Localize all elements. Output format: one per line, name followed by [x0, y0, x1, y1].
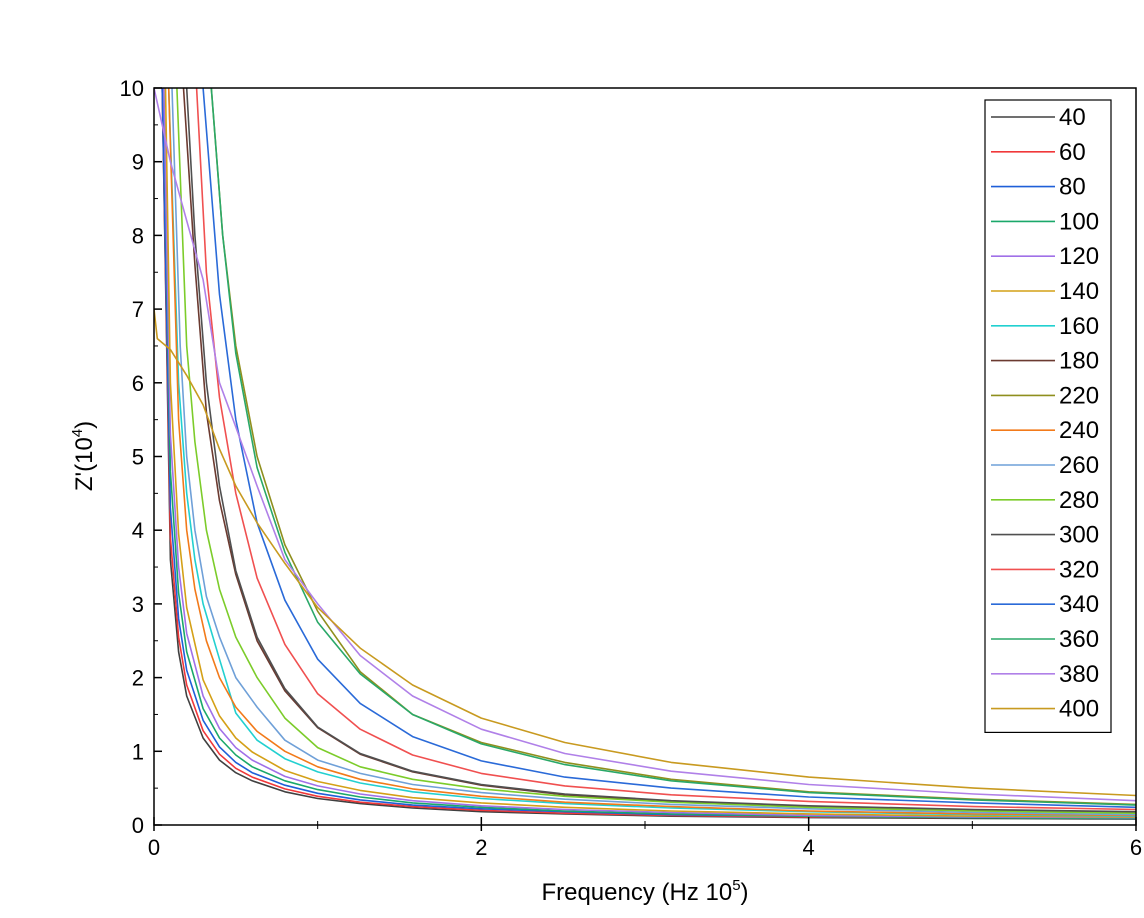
x-axis-title: Frequency (Hz 105) — [541, 877, 748, 906]
legend-label-260: 260 — [1059, 452, 1099, 479]
y-tick-label: 6 — [132, 371, 144, 396]
series-line-120 — [163, 88, 1136, 819]
legend-label-400: 400 — [1059, 696, 1099, 723]
x-axis-title-sup: 5 — [732, 877, 740, 894]
y-tick-label: 1 — [132, 739, 144, 764]
series-line-320 — [195, 88, 1136, 811]
series-line-300 — [185, 88, 1136, 813]
y-tick-label: 4 — [132, 518, 144, 543]
legend-label-180: 180 — [1059, 348, 1099, 375]
legend-label-100: 100 — [1059, 208, 1099, 235]
legend-label-360: 360 — [1059, 626, 1099, 653]
legend-label-160: 160 — [1059, 313, 1099, 340]
series-line-100 — [163, 88, 1136, 820]
x-axis-title-tail: ) — [741, 879, 749, 906]
x-tick-label: 4 — [803, 835, 815, 860]
y-axis-title-sup: 4 — [69, 429, 86, 437]
x-tick-label: 6 — [1130, 835, 1142, 860]
series-line-360 — [210, 88, 1136, 806]
legend-label-280: 280 — [1059, 487, 1099, 514]
series-line-400 — [154, 309, 1136, 797]
y-tick-label: 2 — [132, 666, 144, 691]
y-axis-title: Z'(104) — [69, 421, 98, 491]
series-line-240 — [167, 88, 1136, 817]
y-tick-label: 9 — [132, 150, 144, 175]
y-axis-title-tail: ) — [71, 421, 98, 429]
legend-label-380: 380 — [1059, 661, 1099, 688]
x-axis-title-main: Frequency (Hz 10 — [541, 879, 732, 906]
y-tick-label: 0 — [132, 813, 144, 838]
y-tick-label: 5 — [132, 445, 144, 470]
legend-box — [984, 99, 1112, 734]
series-line-140 — [164, 88, 1136, 818]
y-axis-title-main: Z'(10 — [71, 437, 98, 491]
y-tick-label: 10 — [120, 76, 144, 101]
series-layer — [154, 88, 1136, 820]
legend-label-140: 140 — [1059, 278, 1099, 305]
legend-label-60: 60 — [1059, 139, 1086, 166]
legend-label-320: 320 — [1059, 556, 1099, 583]
legend-label-80: 80 — [1059, 174, 1086, 201]
y-tick-label: 8 — [132, 223, 144, 248]
legend-label-40: 40 — [1059, 104, 1086, 131]
series-line-260 — [171, 88, 1136, 816]
series-line-220 — [210, 88, 1136, 806]
legend-label-300: 300 — [1059, 522, 1099, 549]
legend: 40 60 80 100 120 140 160 180 220 240 260 280 300 320 3… — [984, 99, 1112, 734]
x-tick-label: 2 — [475, 835, 487, 860]
series-line-160 — [167, 88, 1136, 817]
legend-label-120: 120 — [1059, 243, 1099, 270]
x-tick-label: 0 — [148, 835, 160, 860]
legend-label-340: 340 — [1059, 591, 1099, 618]
series-line-380 — [154, 88, 1136, 802]
legend-label-240: 240 — [1059, 417, 1099, 444]
series-line-280 — [176, 88, 1136, 814]
y-tick-label: 3 — [132, 592, 144, 617]
y-tick-label: 7 — [132, 297, 144, 322]
legend-label-220: 220 — [1059, 382, 1099, 409]
